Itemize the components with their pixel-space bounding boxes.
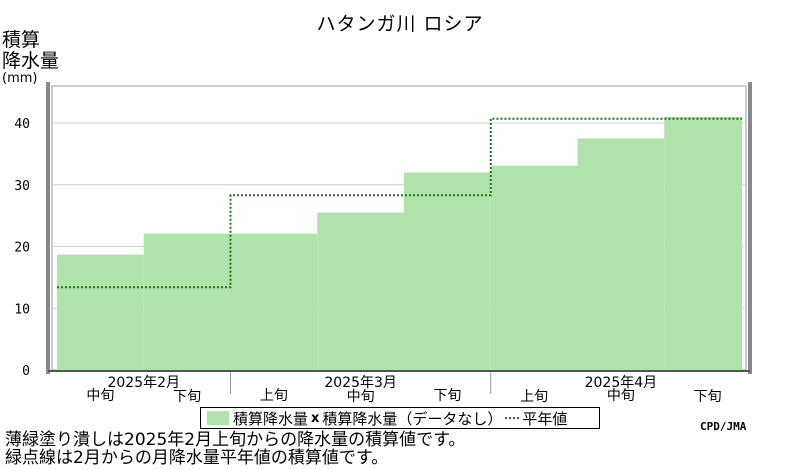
legend-missing-label: 積算降水量（データなし） bbox=[322, 409, 503, 428]
notes: 薄緑塗り潰しは2025年2月上旬からの降水量の積算値です。 緑点線は2月からの月… bbox=[5, 431, 465, 467]
legend-missing-marker: x bbox=[311, 410, 320, 426]
credit-text: CPD/JMA bbox=[700, 420, 747, 433]
x-period-label: 下旬 bbox=[694, 389, 722, 405]
y-tick-labels: 0 10 20 30 40 bbox=[14, 117, 30, 379]
normal-line bbox=[57, 117, 742, 289]
accumulated-precip-bar bbox=[57, 254, 144, 370]
y-tick-label: 0 bbox=[22, 364, 30, 379]
note-line-1: 薄緑塗り潰しは2025年2月上旬からの降水量の積算値です。 bbox=[5, 430, 466, 450]
accumulated-precip-bar bbox=[230, 233, 318, 370]
note-line-2: 緑点線は2月からの月降水量平年値の積算値です。 bbox=[5, 448, 389, 468]
accumulated-precip-bar bbox=[143, 233, 231, 370]
legend-normal-swatch bbox=[505, 417, 520, 419]
normal-line-group bbox=[57, 117, 742, 289]
x-month-label: 2025年2月 bbox=[107, 375, 180, 391]
x-period-label: 上旬 bbox=[520, 389, 548, 405]
accumulated-precip-bar bbox=[317, 212, 404, 370]
legend-normal-label: 平年値 bbox=[522, 409, 568, 428]
y-tick-label: 10 bbox=[14, 302, 30, 317]
axes bbox=[46, 82, 752, 374]
accumulated-precip-bar bbox=[404, 172, 491, 370]
y-axis-unit: (mm) bbox=[2, 71, 38, 86]
y-tick-label: 30 bbox=[14, 179, 30, 194]
chart-title: ハタンガ川 ロシア bbox=[316, 13, 484, 35]
accumulated-precip-bar bbox=[490, 165, 578, 370]
x-period-label: 中旬 bbox=[607, 388, 635, 404]
y-tick-label: 40 bbox=[14, 117, 30, 132]
x-month-label: 2025年3月 bbox=[324, 375, 397, 391]
accumulated-precip-bar bbox=[664, 116, 742, 370]
y-tick-label: 20 bbox=[14, 241, 30, 256]
legend-bars-label: 積算降水量 bbox=[233, 409, 309, 428]
right-axis-bar bbox=[748, 82, 752, 374]
accumulated-precip-area bbox=[57, 116, 742, 370]
legend-swatch-bars bbox=[207, 411, 229, 425]
y-axis-label-line-2: 降水量 bbox=[2, 50, 60, 72]
y-axis-label: 積算 降水量 (mm) bbox=[2, 30, 59, 86]
y-axis-bar bbox=[46, 82, 50, 374]
x-month-label: 2025年4月 bbox=[585, 375, 658, 391]
x-period-label: 下旬 bbox=[173, 389, 201, 405]
accumulated-precip-bar bbox=[577, 138, 665, 370]
x-period-label: 中旬 bbox=[347, 389, 375, 405]
x-period-label: 下旬 bbox=[433, 388, 461, 404]
x-period-label: 中旬 bbox=[86, 388, 114, 404]
legend: 積算降水量 x 積算降水量（データなし） 平年値 bbox=[200, 407, 600, 429]
x-period-label: 上旬 bbox=[260, 388, 288, 404]
y-axis-label-line-1: 積算 bbox=[2, 29, 41, 51]
